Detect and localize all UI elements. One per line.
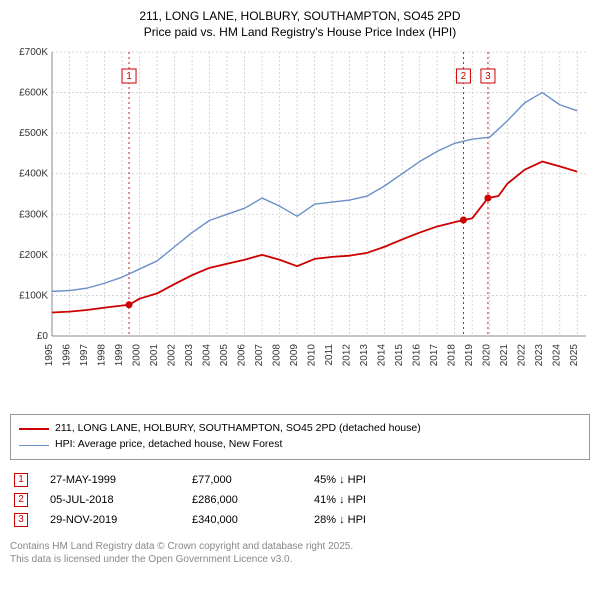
x-tick-label: 2016	[412, 344, 423, 367]
sale-marker-number: 2	[461, 72, 467, 83]
x-tick-label: 2013	[359, 344, 370, 367]
transaction-diff: 41% ↓ HPI	[314, 494, 434, 506]
x-tick-label: 2006	[237, 344, 248, 367]
footnote-line-2: This data is licensed under the Open Gov…	[10, 554, 292, 565]
legend-swatch	[19, 428, 49, 430]
transaction-row: 1 27-MAY-1999 £77,000 45% ↓ HPI	[10, 470, 590, 490]
transaction-row: 2 05-JUL-2018 £286,000 41% ↓ HPI	[10, 490, 590, 510]
legend-swatch	[19, 445, 49, 446]
x-tick-label: 2010	[307, 344, 318, 367]
transaction-price: £340,000	[192, 514, 292, 526]
transaction-price: £77,000	[192, 474, 292, 486]
x-tick-label: 2020	[482, 344, 493, 367]
x-tick-label: 2005	[219, 344, 230, 367]
x-tick-label: 2022	[517, 344, 528, 367]
y-tick-label: £100K	[19, 291, 48, 302]
x-tick-label: 2021	[499, 344, 510, 367]
x-tick-label: 1997	[79, 344, 90, 367]
legend-item: 211, LONG LANE, HOLBURY, SOUTHAMPTON, SO…	[19, 421, 581, 437]
transaction-marker: 1	[14, 473, 28, 487]
transaction-date: 29-NOV-2019	[50, 514, 170, 526]
legend-label: 211, LONG LANE, HOLBURY, SOUTHAMPTON, SO…	[55, 421, 421, 437]
x-tick-label: 1999	[114, 344, 125, 367]
legend-item: HPI: Average price, detached house, New …	[19, 437, 581, 453]
x-tick-label: 1996	[62, 344, 73, 367]
title-line-1: 211, LONG LANE, HOLBURY, SOUTHAMPTON, SO…	[139, 9, 460, 23]
y-tick-label: £500K	[19, 129, 48, 140]
y-tick-label: £300K	[19, 210, 48, 221]
sale-dot	[484, 195, 491, 202]
x-tick-label: 2011	[324, 344, 335, 366]
transaction-marker: 2	[14, 493, 28, 507]
transaction-row: 3 29-NOV-2019 £340,000 28% ↓ HPI	[10, 510, 590, 530]
x-tick-label: 2017	[429, 344, 440, 367]
y-tick-label: £0	[37, 331, 49, 342]
y-tick-label: £400K	[19, 169, 48, 180]
transaction-diff: 28% ↓ HPI	[314, 514, 434, 526]
chart-container: 211, LONG LANE, HOLBURY, SOUTHAMPTON, SO…	[0, 0, 600, 577]
legend: 211, LONG LANE, HOLBURY, SOUTHAMPTON, SO…	[10, 414, 590, 460]
line-chart: £0 £100K £200K £300K £400K £500K £600K £700K 199…	[10, 46, 590, 406]
x-tick-label: 2024	[552, 344, 563, 367]
x-tick-label: 2004	[202, 344, 213, 367]
x-tick-label: 2001	[149, 344, 160, 367]
sale-marker-number: 3	[485, 72, 491, 83]
x-tick-label: 1998	[97, 344, 108, 367]
transaction-date: 27-MAY-1999	[50, 474, 170, 486]
transaction-price: £286,000	[192, 494, 292, 506]
x-tick-label: 2007	[254, 344, 265, 367]
x-tick-label: 2019	[464, 344, 475, 367]
x-tick-label: 2018	[447, 344, 458, 367]
transaction-date: 05-JUL-2018	[50, 494, 170, 506]
transaction-marker: 3	[14, 513, 28, 527]
x-tick-label: 2014	[377, 344, 388, 367]
x-tick-label: 1995	[44, 344, 55, 367]
x-tick-label: 2015	[394, 344, 405, 367]
footnote-line-1: Contains HM Land Registry data © Crown c…	[10, 541, 353, 552]
legend-label: HPI: Average price, detached house, New …	[55, 437, 282, 453]
x-tick-label: 2002	[167, 344, 178, 367]
title-line-2: Price paid vs. HM Land Registry's House …	[144, 25, 456, 39]
chart-title: 211, LONG LANE, HOLBURY, SOUTHAMPTON, SO…	[10, 8, 590, 40]
sale-marker-number: 1	[126, 72, 132, 83]
y-tick-label: £200K	[19, 250, 48, 261]
transaction-table: 1 27-MAY-1999 £77,000 45% ↓ HPI 2 05-JUL-2018…	[10, 470, 590, 530]
x-tick-label: 2008	[272, 344, 283, 367]
y-tick-label: £600K	[19, 88, 48, 99]
chart-svg: £0 £100K £200K £300K £400K £500K £600K £700K 199…	[10, 46, 590, 406]
transaction-diff: 45% ↓ HPI	[314, 474, 434, 486]
x-tick-label: 2000	[132, 344, 143, 367]
sale-dot	[460, 217, 467, 224]
x-tick-label: 2012	[342, 344, 353, 367]
y-tick-label: £700K	[19, 47, 48, 58]
sale-dot	[126, 302, 133, 309]
x-tick-label: 2023	[534, 344, 545, 367]
x-tick-label: 2025	[569, 344, 580, 367]
footnote: Contains HM Land Registry data © Crown c…	[10, 540, 590, 567]
x-tick-label: 2003	[184, 344, 195, 367]
x-tick-label: 2009	[289, 344, 300, 367]
